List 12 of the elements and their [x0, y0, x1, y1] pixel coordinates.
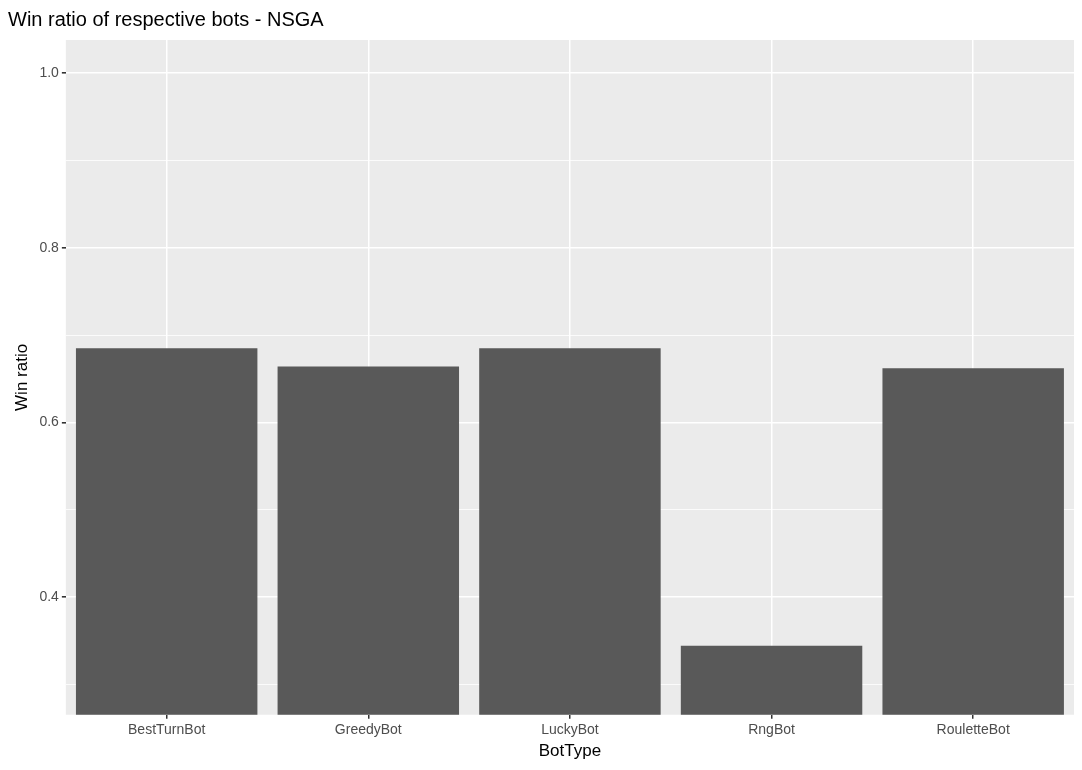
chart-title: Win ratio of respective bots - NSGA — [8, 7, 325, 30]
y-axis-title: Win ratio — [11, 343, 31, 411]
x-tick-label: RouletteBot — [936, 721, 1010, 738]
x-tick-label: GreedyBot — [334, 721, 402, 738]
y-tick-label: 0.6 — [39, 413, 60, 430]
x-tick-label: BestTurnBot — [128, 721, 206, 738]
y-tick-label: 0.8 — [39, 238, 60, 255]
x-tick-label: LuckyBot — [541, 721, 599, 738]
y-tick-label: 1.0 — [39, 64, 60, 81]
y-tick-label: 0.4 — [39, 587, 60, 604]
x-tick-label: RngBot — [748, 721, 796, 738]
x-axis-title: BotType — [538, 741, 602, 761]
